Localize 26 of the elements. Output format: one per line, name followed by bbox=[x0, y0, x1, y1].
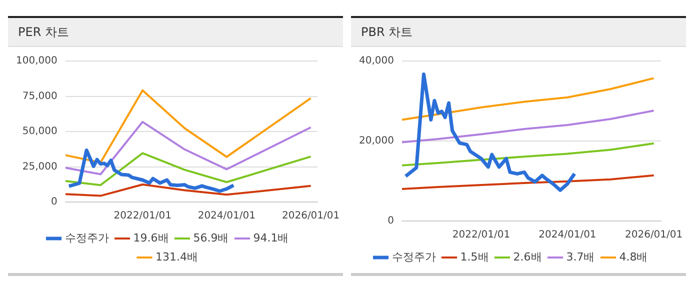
x-tick-label: 2022/01/01 bbox=[114, 210, 172, 222]
y-tick-label: 50,000 bbox=[22, 126, 58, 138]
x-tick-label: 2026/01/01 bbox=[282, 210, 340, 222]
y-tick-label: 75,000 bbox=[22, 90, 58, 102]
legend-label: 3.7배 bbox=[566, 250, 595, 264]
y-tick-label: 20,000 bbox=[358, 136, 394, 147]
legend-label: 94.1배 bbox=[253, 231, 289, 244]
legend-label: 19.6배 bbox=[133, 231, 169, 244]
legend-label: 56.9배 bbox=[193, 231, 229, 244]
y-tick-label: 25,000 bbox=[22, 161, 58, 172]
legend-label: 수정주가 bbox=[392, 250, 436, 264]
y-tick-label: 100,000 bbox=[16, 56, 58, 67]
legend-label: 1.5배 bbox=[460, 250, 489, 264]
legend-label: 4.8배 bbox=[619, 250, 648, 264]
x-tick-label: 2026/01/01 bbox=[624, 230, 683, 241]
y-tick-label: 40,000 bbox=[358, 56, 394, 67]
chart-title: PER 차트 bbox=[8, 16, 343, 47]
x-tick-label: 2022/01/01 bbox=[452, 230, 510, 241]
legend-label: 수정주가 bbox=[64, 231, 109, 244]
x-tick-label: 2024/01/01 bbox=[198, 210, 256, 222]
x-tick-label: 2024/01/01 bbox=[538, 230, 596, 241]
legend-label: 131.4배 bbox=[156, 250, 198, 264]
chart-title: PBR 차트 bbox=[351, 16, 686, 47]
y-tick-label: 0 bbox=[388, 216, 394, 227]
y-tick-label: 0 bbox=[50, 196, 58, 208]
legend-label: 2.6배 bbox=[513, 250, 542, 264]
